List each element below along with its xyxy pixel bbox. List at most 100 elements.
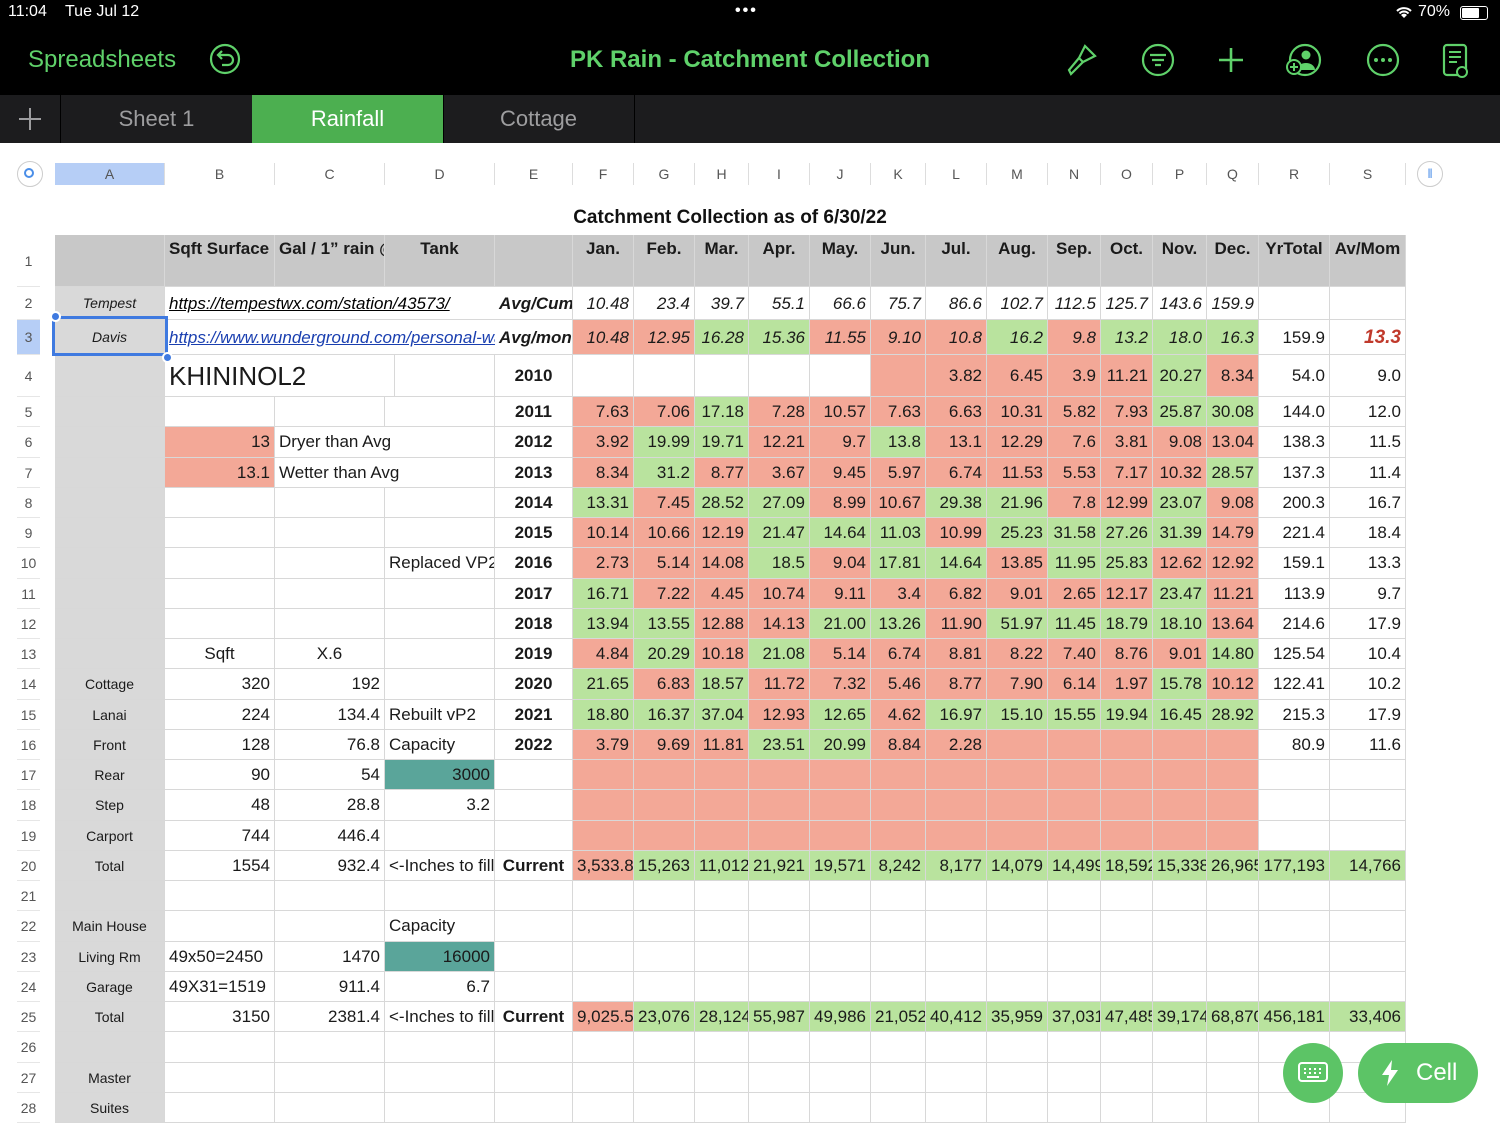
cell-format-button[interactable]: Cell <box>1358 1043 1478 1103</box>
cell-d9[interactable] <box>385 518 495 549</box>
keyboard-button[interactable] <box>1283 1043 1343 1103</box>
rain-2013-m11[interactable]: 10.32 <box>1153 457 1207 488</box>
row-header-2[interactable]: 2 <box>17 287 40 320</box>
column-header-f[interactable]: F <box>573 163 634 185</box>
empty-cell[interactable] <box>749 760 810 791</box>
cell-c13[interactable]: X.6 <box>275 639 385 670</box>
row-header-19[interactable]: 19 <box>17 821 40 851</box>
empty-cell[interactable] <box>987 1032 1048 1063</box>
rain-2015-m5[interactable]: 14.64 <box>810 518 871 549</box>
rain-2012-m1[interactable]: 3.92 <box>573 427 634 458</box>
rain-2021-m6[interactable]: 4.62 <box>871 699 926 730</box>
cell-b13[interactable]: Sqft <box>165 639 275 670</box>
rain-2017-m7[interactable]: 6.82 <box>926 578 987 609</box>
rain-2015-m10[interactable]: 27.26 <box>1101 518 1153 549</box>
empty-cell[interactable] <box>1153 1032 1207 1063</box>
cell-s19[interactable] <box>1330 820 1406 851</box>
empty-cell[interactable] <box>987 911 1048 942</box>
rain-2012-m7[interactable]: 13.1 <box>926 427 987 458</box>
empty-cell[interactable] <box>987 1092 1048 1123</box>
rain-2018-m12[interactable]: 13.64 <box>1207 608 1259 639</box>
rain-2014-m9[interactable]: 7.8 <box>1048 487 1101 518</box>
cell-a10[interactable] <box>55 548 165 579</box>
cell-c20[interactable]: 932.4 <box>275 850 385 881</box>
empty-cell[interactable] <box>926 1032 987 1063</box>
cell-b17[interactable]: 90 <box>165 760 275 791</box>
rain-2012-m2[interactable]: 19.99 <box>634 427 695 458</box>
empty-cell[interactable] <box>810 790 871 821</box>
row-header-17[interactable]: 17 <box>17 760 40 791</box>
column-header-h[interactable]: H <box>695 163 749 185</box>
row-label-step[interactable]: Step <box>55 790 165 821</box>
avg-value[interactable]: 102.7 <box>987 287 1048 320</box>
cell-c12[interactable] <box>275 608 385 639</box>
rain-2014-m11[interactable]: 23.07 <box>1153 487 1207 518</box>
row-header-28[interactable]: 28 <box>17 1093 40 1123</box>
rain-2012-m12[interactable]: 13.04 <box>1207 427 1259 458</box>
rain-2021-m9[interactable]: 15.55 <box>1048 699 1101 730</box>
cell-a4[interactable] <box>55 355 165 397</box>
rain-2019-m2[interactable]: 20.29 <box>634 639 695 670</box>
cell-d23[interactable]: 16000 <box>385 941 495 972</box>
rain-2021-m12[interactable]: 28.92 <box>1207 699 1259 730</box>
empty-cell[interactable] <box>695 911 749 942</box>
rain-2016-m9[interactable]: 11.95 <box>1048 548 1101 579</box>
cell-a21[interactable] <box>55 881 165 912</box>
cell-c15[interactable]: 134.4 <box>275 699 385 730</box>
cell-d25[interactable]: <-Inches to fill <box>385 1002 495 1033</box>
rain-2015-m1[interactable]: 10.14 <box>573 518 634 549</box>
spreadsheets-back-button[interactable]: Spreadsheets <box>28 46 177 73</box>
cell-c17[interactable]: 54 <box>275 760 385 791</box>
header-blank-e[interactable] <box>495 235 573 287</box>
empty-cell[interactable] <box>810 911 871 942</box>
cell-c10[interactable] <box>275 548 385 579</box>
yrtotal-2011[interactable]: 144.0 <box>1259 397 1330 428</box>
current-gallons[interactable]: 68,870 <box>1207 1002 1259 1033</box>
cell-d14[interactable] <box>385 669 495 700</box>
empty-cell[interactable] <box>810 820 871 851</box>
collaborate-icon[interactable] <box>1285 42 1322 78</box>
empty-cell[interactable] <box>871 790 926 821</box>
column-header-a[interactable]: A <box>55 163 165 185</box>
multitask-dots-icon[interactable]: ••• <box>735 2 758 19</box>
empty-cell[interactable] <box>1101 971 1153 1002</box>
rain-2021-m10[interactable]: 19.94 <box>1101 699 1153 730</box>
header-blank[interactable] <box>55 235 165 287</box>
empty-cell[interactable] <box>573 1062 634 1093</box>
rain-2011-m9[interactable]: 5.82 <box>1048 397 1101 428</box>
yrtotal-2015[interactable]: 221.4 <box>1259 518 1330 549</box>
add-icon[interactable] <box>1213 42 1249 78</box>
empty-cell[interactable] <box>634 760 695 791</box>
current-gallons[interactable]: 15,263 <box>634 850 695 881</box>
avg-value[interactable]: 16.2 <box>987 320 1048 355</box>
current-label[interactable]: Current <box>495 1002 573 1033</box>
rain-2018-m5[interactable]: 21.00 <box>810 608 871 639</box>
empty-cell[interactable] <box>573 820 634 851</box>
current-gallons[interactable]: 26,965 <box>1207 850 1259 881</box>
avg-value[interactable]: 66.6 <box>810 287 871 320</box>
empty-cell[interactable] <box>1153 881 1207 912</box>
empty-cell[interactable] <box>495 911 573 942</box>
rain-2010-m3[interactable] <box>695 355 749 397</box>
cell-a6[interactable] <box>55 427 165 458</box>
yrtotal-2022[interactable]: 80.9 <box>1259 729 1330 760</box>
selection-handle[interactable] <box>50 311 61 322</box>
rain-2014-m10[interactable]: 12.99 <box>1101 487 1153 518</box>
avmom-2022[interactable]: 11.6 <box>1330 729 1406 760</box>
rain-2019-m7[interactable]: 8.81 <box>926 639 987 670</box>
empty-cell[interactable] <box>1101 1032 1153 1063</box>
empty-cell[interactable] <box>1101 941 1153 972</box>
cell-d13[interactable] <box>385 639 495 670</box>
cell-b20[interactable]: 1554 <box>165 850 275 881</box>
rain-2018-m7[interactable]: 11.90 <box>926 608 987 639</box>
rain-2022-m8[interactable] <box>987 729 1048 760</box>
rain-2015-m8[interactable]: 25.23 <box>987 518 1048 549</box>
rain-2019-m8[interactable]: 8.22 <box>987 639 1048 670</box>
avmom-value[interactable] <box>1330 287 1406 320</box>
current-gallons[interactable]: 35,959 <box>987 1002 1048 1033</box>
empty-cell[interactable] <box>1048 971 1101 1002</box>
header-tank[interactable]: Tank <box>385 235 495 287</box>
yrtotal-2018[interactable]: 214.6 <box>1259 608 1330 639</box>
rain-2013-m1[interactable]: 8.34 <box>573 457 634 488</box>
cell-c9[interactable] <box>275 518 385 549</box>
